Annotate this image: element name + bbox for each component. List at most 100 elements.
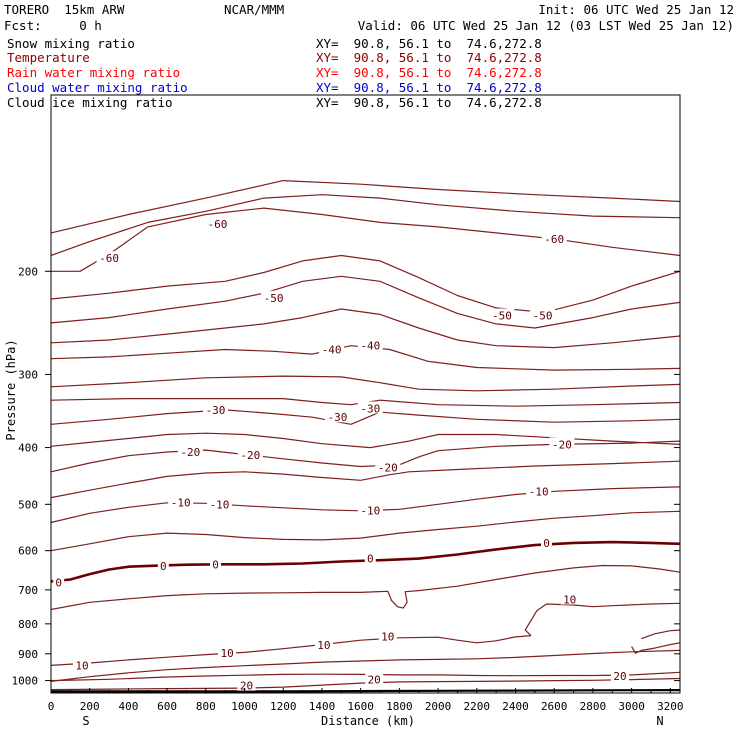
- contour-label-bg: [364, 551, 376, 564]
- contour-label: -10: [171, 496, 191, 509]
- contour-line: [50, 564, 681, 611]
- y-tick-label: 1000: [12, 675, 39, 688]
- contour-label-bg: [560, 592, 579, 605]
- contour-label: -40: [322, 344, 342, 357]
- contour-label-bg: [526, 484, 552, 497]
- contour-label: -10: [209, 498, 229, 511]
- field-label-cloud-ice: Cloud ice mixing ratio: [7, 95, 173, 110]
- contour-label-bg: [53, 575, 65, 588]
- contour-label: -50: [533, 310, 553, 323]
- contour-label-bg: [73, 658, 91, 671]
- valid-time: Valid: 06 UTC Wed 25 Jan 12 (03 LST Wed …: [357, 18, 734, 33]
- contour-label: 10: [220, 647, 233, 660]
- contour-label: -60: [99, 252, 119, 265]
- contour-label-bg: [530, 308, 556, 321]
- x-tick-label: 3200: [657, 700, 684, 713]
- contour-label-bg: [96, 251, 122, 264]
- contour-label-bg: [357, 338, 383, 351]
- x-left-endpoint: S: [82, 714, 89, 728]
- contour-label: -40: [360, 340, 380, 353]
- contour-label-bg: [168, 495, 194, 508]
- y-tick-label: 600: [18, 545, 38, 558]
- contour-label-bg: [203, 402, 228, 415]
- field-xy-temperature: XY= 90.8, 56.1 to 74.6,272.8: [316, 50, 542, 65]
- y-tick-label: 200: [18, 265, 38, 278]
- contour-label-bg: [210, 557, 221, 570]
- contour-label-bg: [314, 638, 333, 651]
- contour-label: 10: [563, 594, 576, 607]
- x-axis-title: Distance (km): [321, 714, 415, 728]
- field-xy-cloud-water: XY= 90.8, 56.1 to 74.6,272.8: [316, 80, 542, 95]
- y-axis-title: Pressure (hPa): [4, 339, 18, 440]
- init-time: Init: 06 UTC Wed 25 Jan 12: [538, 2, 734, 17]
- contour-label: -20: [180, 446, 200, 459]
- contour-line: [50, 275, 681, 329]
- contour-layer: [50, 180, 681, 693]
- y-tick-label: 700: [18, 584, 38, 597]
- x-tick-label: 1000: [231, 700, 258, 713]
- x-tick-label: 1600: [347, 700, 374, 713]
- contour-label-bg: [237, 448, 263, 461]
- contour-label-bg: [365, 672, 384, 685]
- contour-label-bg: [611, 669, 629, 681]
- contour-label: -10: [529, 485, 549, 498]
- contour-label-bg: [549, 437, 575, 450]
- contour-label: 10: [381, 630, 394, 643]
- contour-line: [50, 308, 681, 349]
- contour-line: [50, 440, 681, 473]
- x-tick-label: 2600: [541, 700, 568, 713]
- contour-label-layer: -60 -60 -60 -50 -50 -50 -40 -40 -30 -30 -30 -20 -20 -…: [53, 216, 629, 693]
- contour-label: -50: [264, 292, 284, 305]
- contour-label: -30: [360, 403, 380, 416]
- y-tick-label: 800: [18, 618, 38, 631]
- x-tick-label: 1400: [309, 700, 336, 713]
- contour-label: 10: [75, 659, 88, 672]
- y-tick-label: 900: [18, 648, 38, 661]
- contour-label-bg: [541, 535, 552, 548]
- y-tick-label: 400: [18, 442, 38, 455]
- x-right-endpoint: N: [656, 714, 663, 728]
- contour-line: [50, 635, 532, 666]
- field-label-rain: Rain water mixing ratio: [7, 65, 181, 80]
- contour-label: -30: [327, 411, 347, 424]
- x-tick-label: 2000: [425, 700, 452, 713]
- contour-label-bg: [218, 646, 237, 659]
- contour-label-bg: [204, 216, 230, 229]
- contour-label: -50: [492, 310, 512, 323]
- contour-line: [50, 409, 681, 425]
- center-title: NCAR/MMM: [224, 2, 285, 17]
- x-tick-label: 800: [196, 700, 216, 713]
- x-tick-label: 400: [118, 700, 138, 713]
- x-tick-label: 2200: [464, 700, 491, 713]
- contour-label: 0: [543, 537, 550, 550]
- contour-label: 20: [613, 670, 626, 683]
- contour-label-bg: [206, 497, 232, 510]
- contour-line: [50, 460, 681, 499]
- contour-label-bg: [324, 410, 350, 423]
- field-xy-snow: XY= 90.8, 56.1 to 74.6,272.8: [316, 36, 542, 51]
- contour-label-bg: [237, 678, 256, 691]
- field-xy-cloud-ice: XY= 90.8, 56.1 to 74.6,272.8: [316, 95, 542, 110]
- contour-label: -60: [544, 233, 564, 246]
- contour-line: [50, 345, 681, 371]
- field-label-cloud-water: Cloud water mixing ratio: [7, 80, 188, 95]
- contour-line: [51, 207, 681, 272]
- field-xy-rain: XY= 90.8, 56.1 to 74.6,272.8: [316, 65, 542, 80]
- contour-label: -20: [240, 449, 260, 462]
- contour-label-bg: [357, 401, 383, 414]
- plot-frame: [50, 94, 681, 694]
- contour-line: [50, 432, 681, 449]
- contour-line: [50, 180, 681, 234]
- axis-layer: 0 200 400 600 800 1000 1200 1400 1600 1800 2000 220…: [12, 265, 684, 713]
- contour-line: [524, 602, 681, 637]
- contour-label-bg: [378, 629, 397, 642]
- field-label-temperature: Temperature: [7, 50, 90, 65]
- contour-label-bg: [375, 460, 401, 473]
- x-tick-label: 200: [80, 700, 100, 713]
- contour-label: 0: [212, 558, 219, 571]
- contour-label: 0: [55, 577, 62, 590]
- contour-label: -10: [360, 504, 380, 517]
- contour-label: -20: [552, 438, 572, 451]
- contour-line: [50, 254, 681, 313]
